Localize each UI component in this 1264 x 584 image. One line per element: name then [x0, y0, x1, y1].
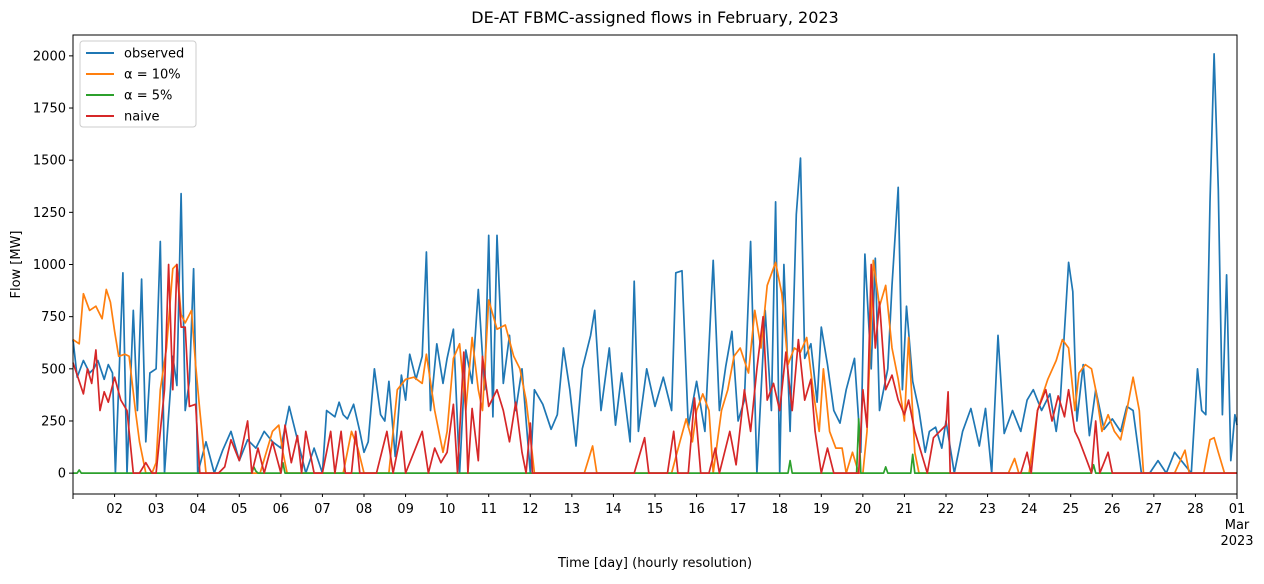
- y-tick-label: 1250: [33, 206, 66, 221]
- y-tick-label: 500: [41, 362, 66, 377]
- x-tick-label: 17: [730, 502, 747, 517]
- legend-label: α = 5%: [124, 89, 172, 104]
- legend-label: α = 10%: [124, 68, 181, 83]
- plot-area: [72, 52, 1238, 474]
- y-axis-label: Flow [MW]: [9, 230, 24, 298]
- x-tick-label: 19: [813, 502, 830, 517]
- x-tick-label: 10: [439, 502, 456, 517]
- y-tick-label: 1500: [33, 154, 66, 169]
- legend-box: [79, 40, 197, 128]
- x-tick-label: 11: [480, 502, 497, 517]
- x-tick-label: 28: [1187, 502, 1204, 517]
- y-tick-label: 750: [41, 310, 66, 325]
- x-tick-label: 08: [356, 502, 373, 517]
- legend: observed α = 10% α = 5% naive: [79, 40, 197, 128]
- y-axis-ticks: 0 250 500 750 1000 1250 1500 1750 2000: [33, 49, 73, 482]
- x-tick-label: 12: [522, 502, 539, 517]
- y-tick-label: 2000: [33, 49, 66, 64]
- x-tick-label: 03: [148, 502, 165, 517]
- x-tick-label: 02: [106, 502, 123, 517]
- x-tick-label: 07: [314, 502, 331, 517]
- x-tick-label: 23: [979, 502, 996, 517]
- x-axis-ticks: 02 03 04 05 06 07 08 09 10 11 12 13 14 15 16 17 18 19 20 21…: [72, 494, 1254, 549]
- y-tick-label: 0: [58, 467, 66, 482]
- series-line-naive: [72, 263, 1237, 474]
- x-tick-label: 05: [231, 502, 248, 517]
- x-tick-label: 13: [564, 502, 581, 517]
- y-tick-label: 1000: [33, 258, 66, 273]
- x-tick-label: 22: [938, 502, 955, 517]
- x-tick-end-label: 01: [1229, 502, 1246, 517]
- x-axis-label: Time [day] (hourly resolution): [557, 556, 752, 571]
- x-tick-label: 04: [189, 502, 206, 517]
- x-tick-label: 25: [1062, 502, 1079, 517]
- chart-title: DE-AT FBMC-assigned flows in February, 2…: [471, 8, 838, 27]
- x-tick-label: 27: [1146, 502, 1163, 517]
- y-tick-label: 250: [41, 414, 66, 429]
- x-tick-label: 14: [605, 502, 622, 517]
- x-tick-label: 09: [397, 502, 414, 517]
- series-line-alpha-10: [72, 259, 1237, 474]
- legend-label: observed: [124, 47, 184, 62]
- x-tick-end-label: Mar: [1225, 518, 1250, 533]
- x-tick-end-label: 2023: [1220, 534, 1253, 549]
- x-tick-label: 24: [1021, 502, 1038, 517]
- x-tick-label: 26: [1104, 502, 1121, 517]
- y-tick-label: 1750: [33, 102, 66, 117]
- x-tick-label: 20: [855, 502, 872, 517]
- x-tick-label: 21: [896, 502, 913, 517]
- x-tick-label: 16: [688, 502, 705, 517]
- legend-label: naive: [124, 110, 160, 125]
- series-line-observed: [72, 52, 1238, 474]
- x-tick-label: 15: [647, 502, 664, 517]
- x-tick-label: 18: [771, 502, 788, 517]
- x-tick-label: 06: [273, 502, 290, 517]
